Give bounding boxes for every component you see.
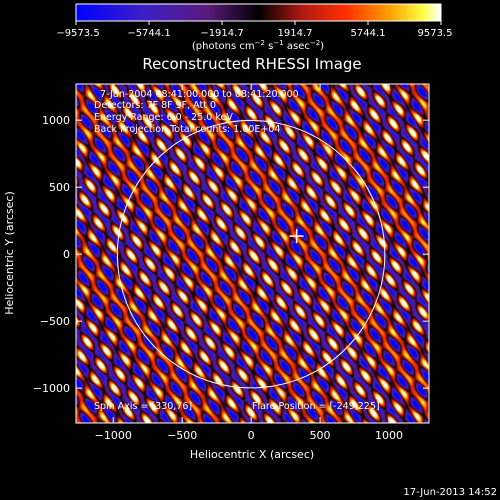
colorbar-tick-label: −5744.1 bbox=[127, 28, 170, 39]
x-tick-label: 1000 bbox=[375, 429, 403, 442]
y-tick-label: −500 bbox=[40, 315, 70, 328]
solar-limb-circle bbox=[116, 119, 386, 389]
annotation-time: 7-Jun-2004 08:41:00.000 to 08:41:20.000 bbox=[100, 89, 299, 100]
plot-frame bbox=[75, 83, 430, 424]
colorbar bbox=[75, 3, 442, 22]
colorbar-tick-label: −9573.5 bbox=[56, 28, 99, 39]
colorbar-unit-label: (photons cm−2 s−1 asec−2) bbox=[192, 39, 324, 52]
colorbar-tick-label: 9573.5 bbox=[418, 28, 453, 39]
annotation-flare-position: Flare Position = [-249,225] bbox=[252, 401, 380, 412]
colorbar-tick-label: 1914.7 bbox=[278, 28, 313, 39]
annotation-method: Back Projection Total counts: 1.00E+04 bbox=[94, 124, 280, 135]
chart-title: Reconstructed RHESSI Image bbox=[142, 55, 361, 73]
flare-cross-marker bbox=[289, 229, 304, 244]
axis-ticks: −1000 −500 0 500 1000 −1000 −500 0 500 1000 bbox=[33, 84, 429, 442]
y-tick-label: 1000 bbox=[42, 114, 70, 127]
annotation-energy: Energy Range: 6.0 - 25.0 keV bbox=[94, 112, 233, 123]
x-tick-label: 0 bbox=[248, 429, 255, 442]
footer-timestamp: 17-Jun-2013 14:52 bbox=[403, 487, 497, 498]
colorbar-tick-label: 5744.1 bbox=[351, 28, 386, 39]
x-tick-label: −1000 bbox=[95, 429, 132, 442]
y-axis-label: Heliocentric Y (arcsec) bbox=[3, 191, 16, 315]
annotation-spin-axis: Spin Axis = [330,76] bbox=[94, 401, 192, 412]
x-tick-label: 500 bbox=[310, 429, 331, 442]
colorbar-tick-label: −1914.7 bbox=[200, 28, 243, 39]
colorbar-ticks: −9573.5 −5744.1 −1914.7 1914.7 5744.1 9573.5 bbox=[56, 21, 453, 39]
y-tick-label: 500 bbox=[49, 181, 70, 194]
y-tick-label: 0 bbox=[63, 248, 70, 261]
y-tick-label: −1000 bbox=[33, 382, 70, 395]
annotation-detectors: Detectors: 7F 8F 9F, Att 0 bbox=[94, 100, 216, 111]
heatmap-image bbox=[76, 84, 429, 423]
x-axis-label: Heliocentric X (arcsec) bbox=[190, 448, 314, 461]
x-tick-label: −500 bbox=[167, 429, 197, 442]
